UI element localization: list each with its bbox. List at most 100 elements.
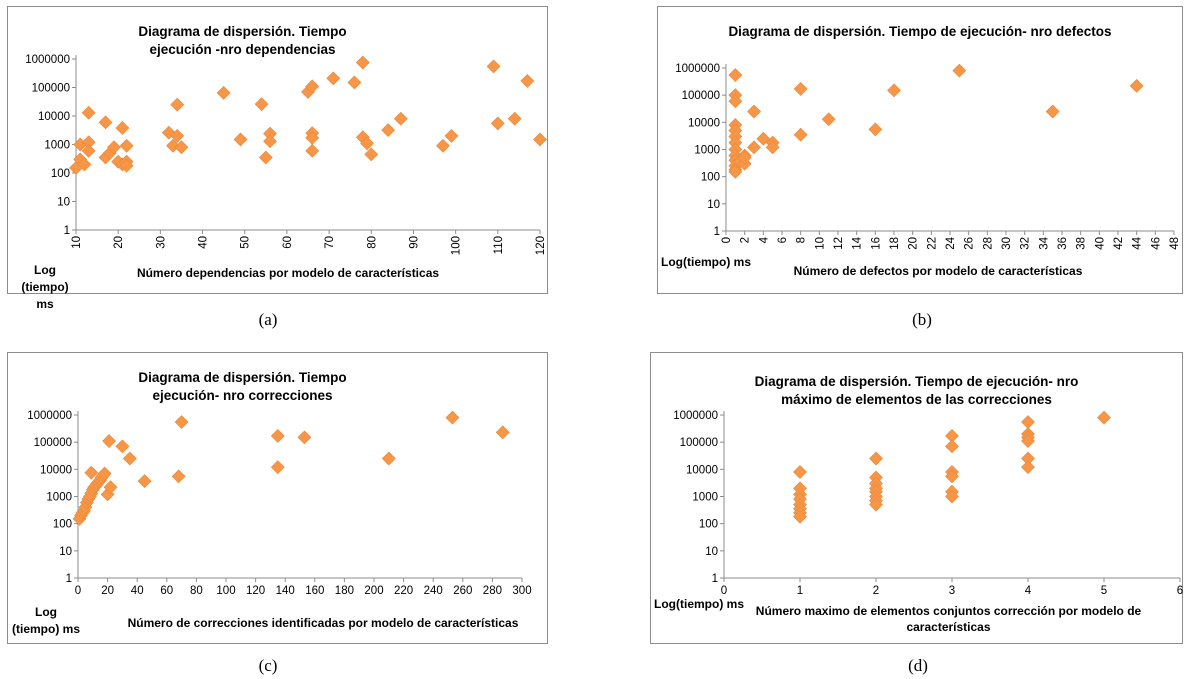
chart-title: Diagrama de dispersión. Tiempo de ejecuc… (728, 24, 1112, 39)
caption-d: (d) (908, 656, 928, 675)
y-tick-label: 10000 (40, 464, 72, 476)
data-point (520, 74, 535, 88)
chart-title: Diagrama de dispersión. Tiempo de ejecuc… (754, 374, 1079, 407)
x-tick-label: 20 (113, 236, 125, 249)
data-point (490, 116, 505, 131)
y-tick-label: 100 (701, 172, 720, 184)
data-point (270, 428, 285, 443)
data-point (77, 157, 92, 172)
x-tick-label: 100 (451, 236, 463, 255)
y-tick-label: 10 (57, 197, 70, 209)
x-tick-label: 24 (945, 236, 957, 249)
y-tick-label: 10 (705, 546, 718, 558)
data-point (1021, 460, 1035, 475)
data-point (355, 55, 370, 70)
x-tick-label: 10 (814, 237, 826, 250)
x-tick-label: 20 (908, 237, 920, 250)
y-tick-label: 10000 (38, 111, 70, 123)
y-tick-label: 1000 (692, 492, 718, 504)
y-tick-label: 1 (64, 225, 70, 237)
data-point (436, 138, 450, 153)
x-tick-label: 220 (394, 585, 413, 597)
x-tick-label: 110 (493, 236, 505, 254)
data-point (1129, 78, 1144, 93)
data-point (728, 68, 743, 82)
data-point (1097, 410, 1111, 425)
x-tick-label: 0 (75, 585, 81, 597)
x-tick-label: 80 (190, 585, 203, 597)
data-point (98, 115, 113, 130)
x-tick-label: 40 (1094, 237, 1106, 250)
x-tick-label: 5 (1101, 585, 1107, 597)
data-point (793, 127, 808, 142)
y-axis-label: Log(tiempo) ms (654, 597, 744, 611)
x-tick-label: 300 (512, 585, 531, 597)
data-point (793, 81, 808, 96)
y-tick-label: 10000 (688, 117, 720, 129)
data-point (360, 136, 374, 151)
data-point (81, 105, 96, 120)
x-tick-label: 42 (1113, 237, 1125, 250)
y-axis-label: Log (tiempo) ms (21, 263, 69, 311)
data-point (737, 150, 752, 165)
y-tick-label: 1000 (694, 145, 720, 157)
data-point (174, 415, 189, 429)
chart-title: Diagrama de dispersión. Tiempo ejecución… (138, 24, 347, 57)
x-tick-label: 200 (364, 585, 383, 597)
data-point (495, 425, 510, 440)
data-point (765, 140, 780, 155)
data-point (326, 71, 341, 86)
caption-b: (b) (912, 310, 932, 329)
data-point (171, 469, 186, 484)
x-tick-label: 4 (758, 236, 770, 243)
data-point (1021, 434, 1035, 448)
data-point (821, 112, 836, 127)
data-point (122, 451, 137, 466)
y-axis-label: Log (tiempo) ms (12, 605, 81, 636)
data-point (364, 147, 379, 162)
data-point (869, 497, 883, 512)
y-tick-label: 1 (714, 226, 720, 238)
data-point (747, 140, 761, 155)
y-tick-label: 100000 (682, 90, 720, 102)
data-point (945, 439, 959, 454)
x-tick-label: 0 (721, 237, 733, 243)
chart-plot-c: 1 10 100 1000 10000 100000 1000000 0 20 40 60 80 100… (27, 410, 531, 597)
data-point (507, 111, 522, 126)
x-tick-label: 22 (926, 237, 938, 250)
data-point (166, 138, 180, 153)
x-tick-label: 6 (1177, 585, 1183, 597)
data-point (263, 134, 277, 149)
data-point (381, 451, 396, 466)
x-tick-label: 1 (797, 585, 803, 597)
data-point (868, 122, 883, 137)
x-tick-label: 30 (155, 236, 167, 249)
data-point (84, 465, 99, 480)
data-point (887, 83, 901, 98)
x-tick-label: 240 (424, 585, 443, 597)
data-point (945, 489, 959, 504)
x-tick-label: 32 (1020, 237, 1032, 250)
y-tick-label: 100 (699, 519, 718, 531)
x-tick-label: 20 (101, 585, 114, 597)
data-point (305, 79, 320, 94)
y-tick-label: 100000 (680, 437, 718, 449)
x-tick-label: 12 (833, 237, 845, 250)
y-tick-label: 1000000 (27, 410, 72, 422)
data-point (305, 143, 320, 158)
x-tick-label: 44 (1132, 236, 1144, 249)
data-point (103, 480, 118, 495)
y-axis-label: Log(tiempo) ms (661, 255, 751, 269)
x-tick-label: 18 (889, 237, 901, 250)
y-tick-label: 10 (707, 199, 720, 211)
data-point (444, 128, 459, 143)
x-tick-label: 3 (949, 585, 955, 597)
data-point (347, 75, 362, 90)
data-point (137, 474, 152, 488)
x-tick-label: 10 (71, 236, 83, 249)
x-tick-label: 140 (276, 585, 295, 597)
data-point (170, 128, 185, 143)
